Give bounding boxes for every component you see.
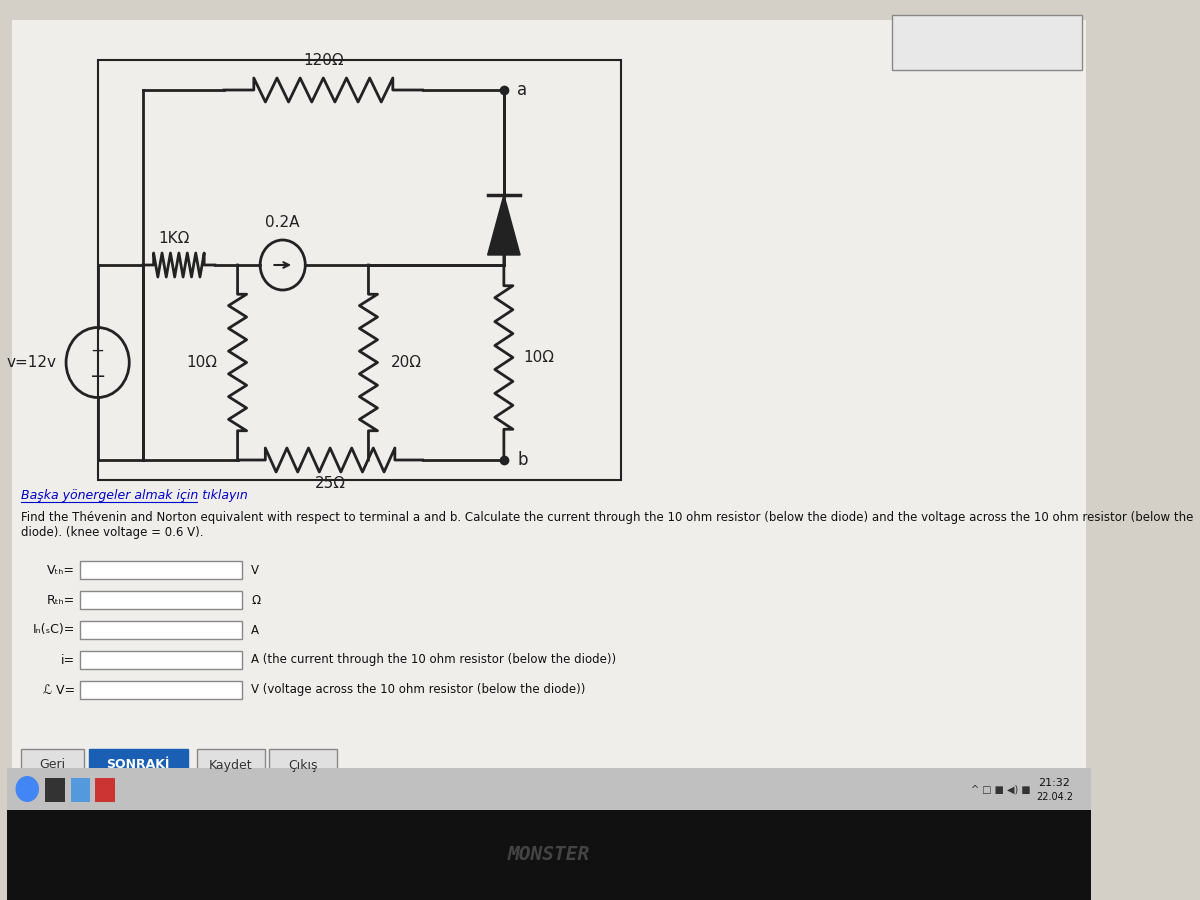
Text: SONRAKİ: SONRAKİ bbox=[107, 759, 170, 771]
Text: V: V bbox=[251, 563, 259, 577]
Text: Find the Thévenin and Norton equivalent with respect to terminal a and b. Calcul: Find the Thévenin and Norton equivalent … bbox=[20, 511, 1193, 539]
Text: A (the current through the 10 ohm resistor (below the diode)): A (the current through the 10 ohm resist… bbox=[251, 653, 617, 667]
Text: +: + bbox=[91, 341, 104, 359]
Text: Kaydet: Kaydet bbox=[209, 759, 253, 771]
FancyBboxPatch shape bbox=[892, 15, 1081, 70]
Text: 120Ω: 120Ω bbox=[304, 53, 343, 68]
FancyBboxPatch shape bbox=[7, 768, 1091, 810]
FancyBboxPatch shape bbox=[89, 749, 188, 781]
Text: V (voltage across the 10 ohm resistor (below the diode)): V (voltage across the 10 ohm resistor (b… bbox=[251, 683, 586, 697]
FancyBboxPatch shape bbox=[46, 778, 65, 802]
Text: A: A bbox=[251, 624, 259, 636]
FancyBboxPatch shape bbox=[79, 621, 242, 639]
Text: 20Ω: 20Ω bbox=[391, 355, 422, 370]
Text: v=12v: v=12v bbox=[7, 355, 58, 370]
FancyBboxPatch shape bbox=[79, 561, 242, 579]
Text: Başka yönergeler almak için tıklayın: Başka yönergeler almak için tıklayın bbox=[20, 489, 247, 501]
FancyBboxPatch shape bbox=[97, 60, 622, 480]
Text: Çıkış: Çıkış bbox=[288, 759, 318, 771]
FancyBboxPatch shape bbox=[95, 778, 115, 802]
Polygon shape bbox=[487, 195, 520, 255]
Text: 10Ω: 10Ω bbox=[187, 355, 217, 370]
Text: Iₙ(ₛC)=: Iₙ(ₛC)= bbox=[32, 624, 76, 636]
Text: Vₜₕ=: Vₜₕ= bbox=[47, 563, 76, 577]
Text: 10Ω: 10Ω bbox=[523, 350, 554, 365]
Text: MONSTER: MONSTER bbox=[508, 845, 590, 865]
Circle shape bbox=[16, 776, 38, 802]
Text: ^ □ ■ ◀) ■: ^ □ ■ ◀) ■ bbox=[971, 784, 1030, 794]
Text: Ω: Ω bbox=[251, 593, 260, 607]
FancyBboxPatch shape bbox=[269, 749, 337, 781]
Text: 1KΩ: 1KΩ bbox=[158, 231, 190, 246]
Text: i=: i= bbox=[61, 653, 76, 667]
Text: a: a bbox=[517, 81, 528, 99]
FancyBboxPatch shape bbox=[7, 810, 1091, 900]
Text: b: b bbox=[517, 451, 528, 469]
FancyBboxPatch shape bbox=[71, 778, 90, 802]
Text: 22.04.2: 22.04.2 bbox=[1036, 792, 1073, 802]
FancyBboxPatch shape bbox=[79, 681, 242, 699]
Text: 25Ω: 25Ω bbox=[314, 476, 346, 491]
FancyBboxPatch shape bbox=[79, 591, 242, 609]
Text: 21:32: 21:32 bbox=[1038, 778, 1070, 788]
Text: 0.2A: 0.2A bbox=[265, 215, 300, 230]
Text: Geri: Geri bbox=[40, 759, 66, 771]
FancyBboxPatch shape bbox=[197, 749, 265, 781]
Text: Rₜₕ=: Rₜₕ= bbox=[47, 593, 76, 607]
FancyBboxPatch shape bbox=[20, 749, 84, 781]
FancyBboxPatch shape bbox=[79, 651, 242, 669]
FancyBboxPatch shape bbox=[12, 20, 1086, 810]
Text: −: − bbox=[90, 367, 106, 386]
Text: ℒ V=: ℒ V= bbox=[43, 683, 76, 697]
